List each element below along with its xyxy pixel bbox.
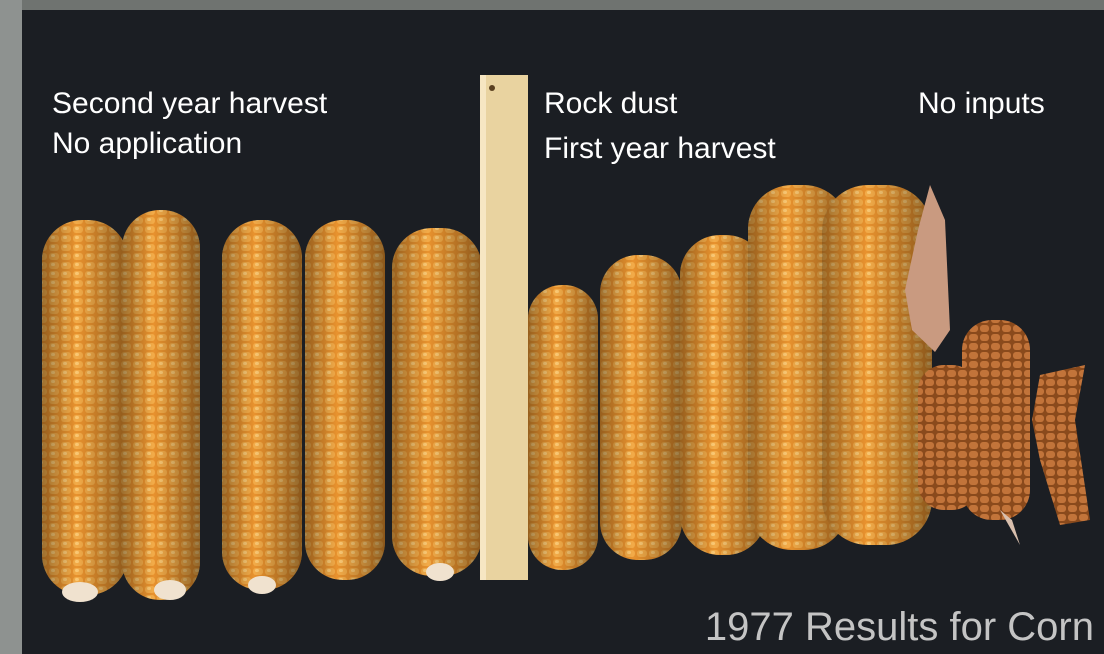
ruler xyxy=(480,75,528,580)
cob-end xyxy=(62,582,98,602)
cob-end xyxy=(426,563,454,581)
edge xyxy=(0,0,22,654)
caption: 1977 Results for Corn xyxy=(705,605,1094,649)
label: First year harvest xyxy=(544,132,776,165)
edge xyxy=(22,0,1104,10)
label: No inputs xyxy=(918,87,1045,120)
corn-shade xyxy=(42,220,128,595)
small-cob xyxy=(962,320,1030,520)
corn-shade xyxy=(122,210,200,600)
ruler-hole xyxy=(489,85,495,91)
page: Second year harvest No application Rock … xyxy=(0,0,1104,654)
ruler-edge xyxy=(480,75,486,580)
photo: Second year harvest No application Rock … xyxy=(0,0,1104,654)
cob-end xyxy=(248,576,276,594)
corn-shade xyxy=(392,228,482,576)
cob-end xyxy=(154,580,186,600)
corn-shade xyxy=(222,220,302,590)
label: No application xyxy=(52,127,242,160)
corn-shade xyxy=(600,255,682,560)
corn-shade xyxy=(305,220,385,580)
corn-shade xyxy=(822,185,932,545)
corn-shade xyxy=(528,285,598,570)
label: Rock dust xyxy=(544,87,678,120)
label: Second year harvest xyxy=(52,87,328,120)
